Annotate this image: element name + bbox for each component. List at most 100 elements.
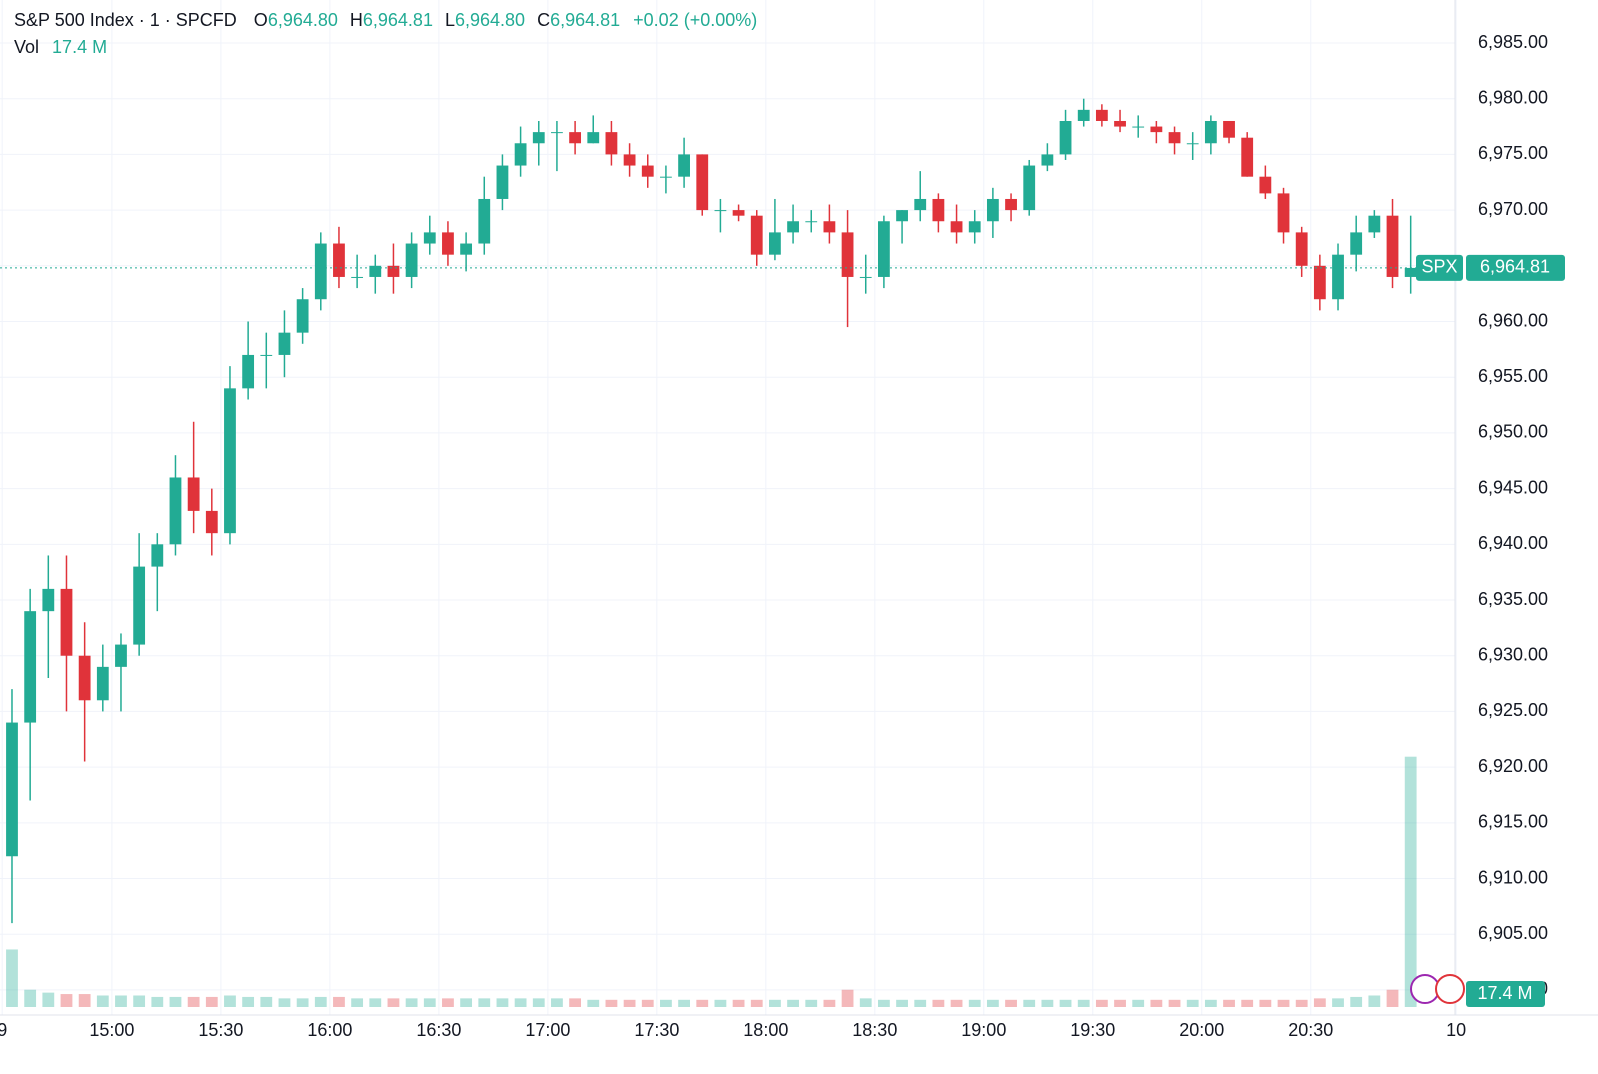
candle-body (460, 243, 473, 255)
x-tick-label: 15:00 (89, 1020, 134, 1040)
candle-body (6, 722, 18, 857)
candle-body (877, 221, 890, 277)
volume-bar (605, 999, 618, 1007)
candle-body (42, 588, 55, 612)
volume-bar (351, 998, 364, 1007)
candle-body (1023, 165, 1036, 211)
y-tick-label: 6,925.00 (1478, 700, 1548, 720)
candle-body (1168, 132, 1181, 144)
x-tick-label: 18:30 (852, 1020, 897, 1040)
volume-bar (405, 998, 418, 1007)
candle-body (696, 154, 709, 211)
volume-bar (641, 999, 654, 1007)
ohlc-legend: O6,964.80 H6,964.81 L6,964.80 C6,964.81 (242, 10, 620, 30)
volume-bar (805, 999, 818, 1007)
volume-bar (1005, 999, 1017, 1007)
candle-body (914, 198, 927, 211)
volume-bar (660, 999, 672, 1007)
candle-body (805, 221, 818, 223)
volume-bar (1077, 999, 1090, 1007)
candle-body (24, 611, 37, 723)
volume-bar (442, 998, 454, 1007)
ohlc-value: 6,964.81 (362, 10, 433, 30)
volume-legend: Vol 17.4 M (14, 37, 107, 58)
volume-bar (24, 989, 37, 1007)
candle-body (1223, 120, 1235, 138)
volume-bar (169, 996, 182, 1007)
candle-body (1041, 154, 1054, 166)
candle-body (732, 210, 745, 216)
volume-bar (278, 998, 291, 1007)
volume-value: 17.4 M (52, 37, 108, 57)
volume-bar (478, 998, 491, 1007)
x-tick-label: 17:30 (634, 1020, 679, 1040)
candle-body (1386, 215, 1399, 277)
candle-body (278, 332, 291, 355)
candle-body (587, 132, 600, 144)
y-tick-label: 6,980.00 (1478, 87, 1548, 107)
volume-tag-text: 17.4 M (1477, 983, 1532, 1003)
candle-body (859, 276, 872, 278)
candle-body (369, 265, 382, 277)
volume-label: Vol (14, 37, 40, 57)
candle-body (242, 354, 255, 389)
ohlc-key: C (537, 10, 551, 30)
volume-bar (841, 989, 854, 1007)
volume-bar (750, 999, 763, 1007)
candle-body (496, 165, 509, 199)
candle-body (115, 644, 127, 667)
volume-bar (296, 998, 309, 1007)
y-tick-label: 6,960.00 (1478, 310, 1548, 330)
volume-bar (1404, 756, 1417, 1007)
ohlc-key: H (349, 10, 363, 30)
ohlc-value: 6,964.81 (550, 10, 621, 30)
volume-bar (986, 999, 999, 1007)
candle-body (769, 232, 781, 255)
volume-bar (1095, 999, 1108, 1007)
candle-body (1186, 143, 1199, 145)
volume-bar (133, 995, 146, 1007)
x-tick-label: 19:30 (1070, 1020, 1115, 1040)
candle-body (96, 666, 109, 701)
candle-body (133, 566, 146, 645)
volume-bar (714, 999, 727, 1007)
volume-bar (932, 999, 945, 1007)
volume-bar (333, 996, 345, 1007)
change: +0.02 (+0.00%) (633, 10, 758, 30)
price-tag-text: 6,964.81 (1480, 257, 1550, 277)
volume-bar (787, 999, 799, 1007)
candle-body (1313, 265, 1326, 300)
symbol-tag-text: SPX (1421, 257, 1457, 277)
candle-body (1277, 193, 1290, 233)
x-tick-label: 16:30 (416, 1020, 461, 1040)
candle-body (260, 354, 273, 356)
badge (1410, 974, 1440, 1004)
volume-bar (369, 998, 382, 1007)
candle-body (224, 388, 236, 534)
ohlc-value: 6,964.80 (267, 10, 338, 30)
y-tick-label: 6,920.00 (1478, 756, 1548, 776)
candle-body (387, 265, 400, 277)
volume-bar (1332, 998, 1344, 1007)
y-tick-label: 6,985.00 (1478, 32, 1548, 52)
volume-bar (950, 999, 963, 1007)
volume-bar (115, 995, 127, 1007)
y-tick-label: 6,945.00 (1478, 477, 1548, 497)
volume-bar (551, 998, 563, 1007)
candle-body (968, 221, 981, 233)
volume-bar (205, 996, 218, 1007)
y-tick-label: 6,915.00 (1478, 812, 1548, 832)
volume-bar (877, 999, 890, 1007)
x-tick-label: 10 (1446, 1020, 1466, 1040)
volume-bar (514, 998, 527, 1007)
ohlc-key: L (444, 10, 455, 30)
candle-body (1368, 215, 1381, 233)
volume-bar (423, 998, 436, 1007)
candle-body (932, 198, 945, 222)
x-tick-label: 20:00 (1179, 1020, 1224, 1040)
volume-bar (896, 999, 908, 1007)
candle-body (950, 221, 963, 233)
candle-body (187, 477, 200, 511)
y-tick-label: 6,940.00 (1478, 533, 1548, 553)
